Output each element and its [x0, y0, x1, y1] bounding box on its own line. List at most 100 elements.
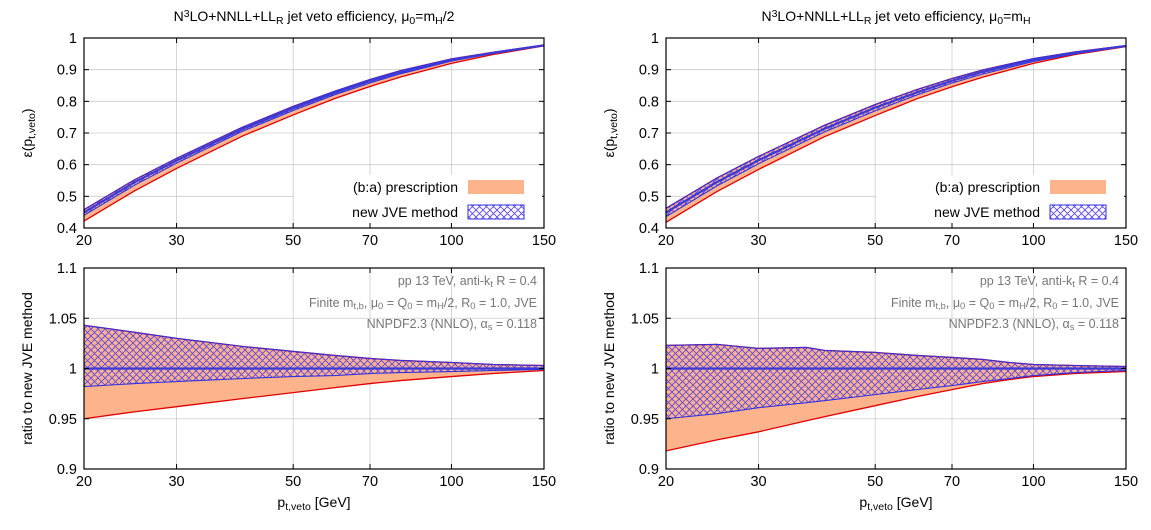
x-tick-label: 50	[285, 233, 301, 249]
x-tick-label: 70	[944, 233, 960, 249]
y-axis-label: ratio to new JVE method	[19, 292, 35, 445]
y-axis-label-part: t,veto	[608, 113, 620, 139]
annotation-line-2-part: = Q	[965, 296, 989, 310]
jve-upper-edge	[83, 324, 545, 367]
x-tick-label: 150	[1114, 233, 1138, 249]
x-tick-label: 50	[867, 474, 883, 490]
jve-upper-edge	[665, 45, 1127, 209]
y-tick-label: 0.8	[639, 94, 659, 110]
y-tick-label: 1	[651, 362, 659, 378]
y-tick-label: 1.1	[639, 261, 659, 277]
legend-label-jve: new JVE method	[934, 204, 1040, 220]
y-tick-label: 1	[651, 31, 659, 47]
y-tick-label: 1	[69, 362, 77, 378]
chart-title-part: R	[276, 15, 284, 27]
annotation-line-1: pp 13 TeV, anti-kt R = 0.4	[980, 274, 1119, 289]
annotation-line-3-part: s	[488, 322, 493, 332]
legend-swatch-prescription	[468, 180, 524, 194]
legend-swatch-jve	[467, 204, 525, 220]
jve-central-line	[665, 44, 1127, 214]
legend-label-prescription: (b:a) prescription	[935, 179, 1040, 195]
annotation-line-2-part: 0	[470, 301, 475, 311]
chart-title-part: N	[174, 8, 184, 24]
annotation-line-2-part: 0	[960, 301, 965, 311]
x-tick-label: 100	[1021, 474, 1045, 490]
y-tick-label: 0.6	[57, 158, 77, 174]
annotation-line-1-part: R = 0.4	[1075, 274, 1119, 288]
annotation-line-2-part: t,b	[935, 301, 945, 311]
chart-title-part: 0	[997, 15, 1003, 27]
y-axis-label-group: ε(pt,veto)	[19, 108, 38, 157]
x-tick-label: 20	[658, 233, 674, 249]
x-axis-label-part: [GeV]	[893, 494, 933, 510]
y-tick-label: 0.7	[57, 126, 77, 142]
y-tick-label: 1.05	[49, 311, 77, 327]
chart-title: N3LO+NNLL+LLR jet veto efficiency, μ0=mH…	[174, 8, 455, 27]
annotation-line-2-part: t,b	[353, 301, 363, 311]
annotation-line-3-part: s	[1070, 322, 1075, 332]
panel-top-left: 20 30 50 70 100 1500.40.50.60.70.80.91N3LO+NN…	[19, 8, 556, 249]
jve-lower-edge	[665, 45, 1127, 218]
jve-band	[84, 325, 544, 387]
annotation-line-2-part: = m	[994, 296, 1019, 310]
chart-title-part: jet veto efficiency, μ	[871, 8, 997, 24]
panel-bottom-left: 20 30 50 70 100 150 0.9 0.95 1 1.05 1.1 ratio to ne…	[19, 261, 556, 513]
x-tick-label: 150	[1114, 474, 1138, 490]
legend-label-prescription: (b:a) prescription	[353, 179, 458, 195]
annotation-line-2-part: H	[1019, 301, 1026, 311]
x-axis-label-part: p	[859, 494, 867, 510]
x-axis-label: pt,veto [GeV]	[277, 494, 350, 513]
annotation-line-1-part: t	[490, 279, 493, 289]
chart-title-part: R	[864, 15, 872, 27]
y-tick-label: 0.6	[639, 158, 659, 174]
annotation-line-2-part: 0	[989, 301, 994, 311]
legend-swatch-jve	[1049, 204, 1107, 220]
x-tick-label: 20	[76, 233, 92, 249]
y-tick-label: 1.1	[57, 261, 77, 277]
x-tick-label: 20	[76, 474, 92, 490]
jve-lower-edge	[83, 368, 545, 388]
chart-title-part: 3	[184, 8, 190, 20]
chart-title-part: LO+NNLL+LL	[190, 8, 277, 24]
x-tick-label: 20	[658, 474, 674, 490]
y-tick-label: 0.95	[631, 412, 659, 428]
x-axis-label-part: t,veto	[285, 501, 311, 513]
annotation-line-2-part: 0	[407, 301, 412, 311]
annotation-line-2-part: = 1.0, JVE	[476, 296, 538, 310]
annotation-line-2-part: H	[437, 301, 444, 311]
annotation-line-2-part: Finite m	[891, 296, 935, 310]
annotation-line-2-part: , μ	[946, 296, 960, 310]
y-tick-label: 1	[69, 31, 77, 47]
y-axis-label: ε(pt,veto)	[601, 108, 620, 157]
y-axis-label-part: )	[19, 108, 35, 113]
y-tick-label: 0.8	[57, 94, 77, 110]
annotation-line-2: Finite mt,b, μ0 = Q0 = mH/2, R0 = 1.0, J…	[309, 296, 537, 311]
prescription-lower-edge	[665, 45, 1127, 223]
panel-top-right: 20 30 50 70 100 1500.40.50.60.70.80.91N3LO+NN…	[601, 8, 1138, 249]
y-tick-label: 0.9	[639, 462, 659, 478]
legend-label-jve: new JVE method	[352, 204, 458, 220]
y-axis-label: ratio to new JVE method	[601, 292, 617, 445]
y-tick-label: 0.5	[57, 189, 77, 205]
x-tick-label: 150	[532, 474, 556, 490]
x-tick-label: 150	[532, 233, 556, 249]
y-axis-label-group: ratio to new JVE method	[19, 292, 35, 445]
x-tick-label: 100	[439, 474, 463, 490]
x-axis-label-part: [GeV]	[311, 494, 351, 510]
annotation-line-2-part: = 1.0, JVE	[1058, 296, 1120, 310]
x-tick-label: 70	[362, 474, 378, 490]
prescription-lower-edge	[83, 45, 545, 222]
x-axis-label: pt,veto [GeV]	[859, 494, 932, 513]
x-axis-label-part: p	[277, 494, 285, 510]
y-axis-label-group: ratio to new JVE method	[601, 292, 617, 445]
y-tick-label: 0.9	[57, 63, 77, 79]
x-tick-label: 30	[750, 233, 766, 249]
chart-title-part: H	[1023, 15, 1031, 27]
annotation-line-3: NNPDF2.3 (NNLO), αs = 0.118	[367, 317, 537, 332]
annotation-line-2-part: /2, R	[444, 296, 470, 310]
annotation-line-3-part: NNPDF2.3 (NNLO), α	[367, 317, 488, 331]
annotation-line-1: pp 13 TeV, anti-kt R = 0.4	[398, 274, 537, 289]
annotation-line-2-part: Finite m	[309, 296, 353, 310]
annotation-line-1-part: pp 13 TeV, anti-k	[398, 274, 491, 288]
annotation-line-2-part: , μ	[364, 296, 378, 310]
